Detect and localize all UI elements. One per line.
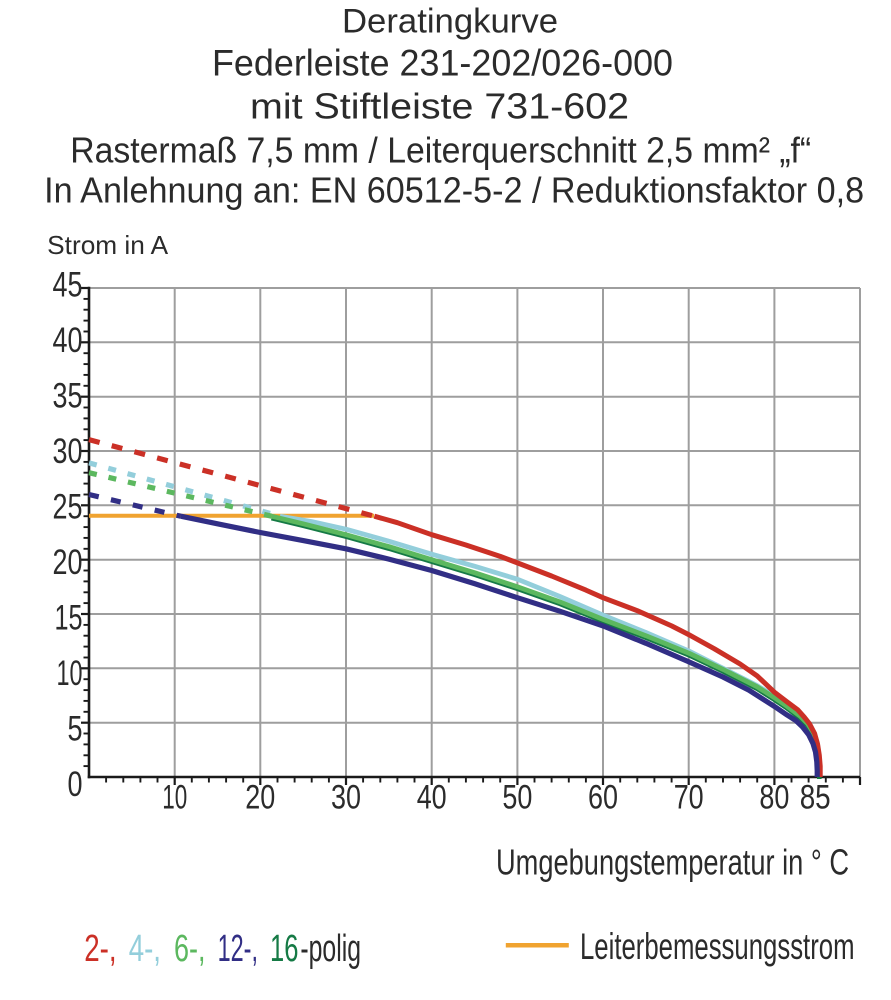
svg-text:50: 50 (502, 779, 532, 817)
svg-text:25: 25 (53, 487, 83, 526)
svg-text:45: 45 (53, 265, 83, 304)
svg-text:20: 20 (53, 543, 83, 582)
svg-text:40: 40 (417, 779, 447, 817)
svg-text:20: 20 (245, 779, 275, 817)
svg-text:15: 15 (55, 598, 83, 637)
svg-text:mit Stiftleiste 731-602: mit Stiftleiste 731-602 (250, 86, 629, 127)
svg-text:70: 70 (674, 779, 704, 817)
svg-text:Leiterbemessungsstrom: Leiterbemessungsstrom (580, 926, 855, 967)
svg-text:5: 5 (68, 709, 83, 748)
svg-text:Umgebungstemperatur in ° C: Umgebungstemperatur in ° C (496, 842, 849, 883)
svg-text:12-,: 12-, (218, 928, 258, 970)
svg-text:40: 40 (53, 321, 83, 360)
svg-text:10: 10 (57, 654, 83, 693)
svg-text:Federleiste 231-202/026-000: Federleiste 231-202/026-000 (212, 42, 673, 83)
svg-text:Strom in A: Strom in A (47, 230, 169, 260)
svg-text:Rastermaß 7,5 mm / Leiterquers: Rastermaß 7,5 mm / Leiterquerschnitt 2,5… (70, 129, 811, 170)
svg-text:0: 0 (68, 765, 83, 804)
svg-text:In Anlehnung an: EN 60512-5-2: In Anlehnung an: EN 60512-5-2 / Reduktio… (44, 169, 864, 210)
svg-text:6-,: 6-, (174, 928, 206, 970)
svg-text:60: 60 (588, 779, 618, 817)
svg-text:30: 30 (53, 432, 83, 471)
svg-text:30: 30 (331, 779, 361, 817)
svg-text:80: 80 (759, 779, 789, 817)
svg-text:85: 85 (800, 779, 831, 817)
svg-text:4-,: 4-, (129, 928, 161, 970)
svg-text:-polig: -polig (300, 928, 361, 970)
svg-text:Deratingkurve: Deratingkurve (342, 3, 558, 41)
svg-text:16: 16 (270, 928, 298, 970)
svg-text:10: 10 (162, 779, 187, 817)
svg-text:35: 35 (53, 376, 83, 415)
svg-text:2-,: 2-, (84, 928, 116, 970)
